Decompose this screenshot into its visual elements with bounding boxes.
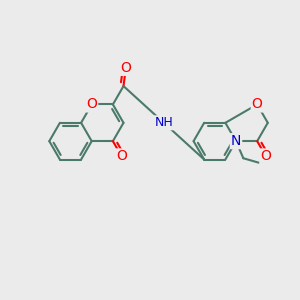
Text: N: N <box>231 134 241 148</box>
Text: O: O <box>116 149 127 164</box>
Text: O: O <box>261 149 272 164</box>
Text: O: O <box>252 98 262 111</box>
Text: O: O <box>86 98 97 111</box>
Text: NH: NH <box>154 116 173 129</box>
Text: O: O <box>120 61 131 75</box>
